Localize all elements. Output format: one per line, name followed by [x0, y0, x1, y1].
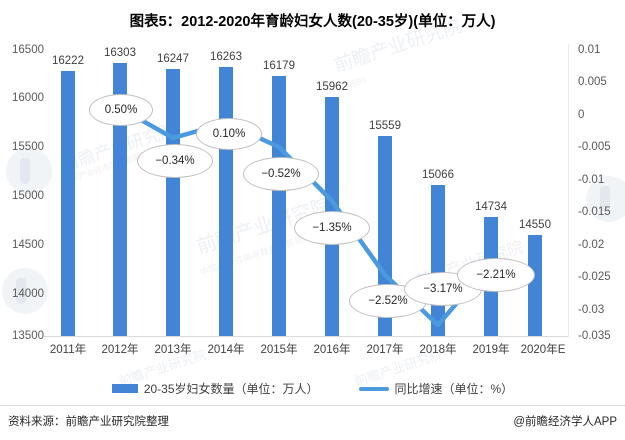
y-axis-left-tick: 14000	[12, 288, 44, 300]
y-axis-right-tick: -0.015	[578, 206, 611, 218]
y-axis-right-tick: 0.01	[578, 44, 601, 56]
y-axis-right-tick: -0.005	[578, 141, 611, 153]
x-axis-tick-2019: 2019年	[472, 344, 510, 356]
line-swatch-icon	[358, 386, 389, 391]
legend-item-bar[interactable]: 20-35岁妇女数量（单位：万人）	[111, 380, 319, 397]
y-axis-right-tick: 0	[578, 109, 585, 121]
source-text: 资料来源：前瞻产业研究院整理	[8, 416, 169, 428]
growth-bubble-2014: 0.10%	[196, 118, 262, 150]
bar-value-2020e: 14550	[519, 219, 551, 231]
growth-bubble-2017: −2.52%	[349, 284, 427, 318]
x-axis-tick-2018: 2018年	[419, 344, 457, 356]
bar-2012[interactable]	[113, 63, 127, 336]
bar-value-2017: 15559	[369, 120, 401, 132]
bar-value-2011: 16222	[52, 55, 84, 67]
y-axis-right-tick: -0.01	[578, 174, 605, 186]
footer-divider	[0, 405, 625, 406]
y-axis-right-tick: -0.03	[578, 304, 605, 316]
legend-label-bar: 20-35岁妇女数量（单位：万人）	[143, 382, 319, 396]
y-axis-right-tick: -0.035	[578, 330, 611, 342]
legend-item-line[interactable]: 同比增速（单位：%）	[358, 380, 514, 397]
bar-value-2019: 14734	[475, 201, 507, 213]
x-axis-tick-2011: 2011年	[49, 344, 87, 356]
x-axis-tick-2016: 2016年	[313, 344, 351, 356]
bar-value-2013: 16247	[157, 53, 189, 65]
y-axis-left-tick: 16500	[12, 44, 44, 56]
growth-bubble-2013: −0.34%	[137, 144, 213, 178]
x-axis-tick-2015: 2015年	[260, 344, 298, 356]
x-axis-tick-2017: 2017年	[366, 344, 404, 356]
y-axis-left-tick: 15500	[12, 141, 44, 153]
bar-value-2018: 15066	[422, 169, 454, 181]
x-axis-tick-2014: 2014年	[207, 344, 245, 356]
right-axis-line	[568, 44, 569, 337]
bar-value-2012: 16303	[104, 47, 136, 59]
bar-2020e[interactable]	[528, 235, 542, 336]
bar-value-2015: 16179	[263, 60, 295, 72]
x-axis-baseline	[44, 336, 568, 337]
y-axis-left-tick: 16000	[12, 92, 44, 104]
growth-bubble-2012: 0.50%	[89, 94, 153, 126]
y-axis-left-tick: 13500	[12, 330, 44, 342]
growth-bubble-2016: −1.35%	[294, 211, 370, 245]
y-axis-right-tick: -0.025	[578, 271, 611, 283]
x-axis-tick-2013: 2013年	[154, 344, 192, 356]
brand-text: @前瞻经济学人APP	[513, 416, 617, 428]
y-axis-right-tick: 0.005	[578, 76, 607, 88]
legend: 20-35岁妇女数量（单位：万人） 同比增速（单位：%）	[0, 380, 625, 397]
bar-value-2016: 15962	[316, 81, 348, 93]
y-axis-left-tick: 14500	[12, 239, 44, 251]
growth-bubble-2015: −0.52%	[243, 157, 319, 191]
y-axis-right-tick: -0.02	[578, 239, 605, 251]
legend-label-line: 同比增速（单位：%）	[394, 382, 514, 396]
page-title: 图表5：2012-2020年育龄妇女人数(20-35岁)(单位：万人)	[129, 14, 496, 30]
bar-value-2014: 16263	[210, 51, 242, 63]
bar-2015[interactable]	[272, 76, 286, 336]
x-axis-tick-2012: 2012年	[101, 344, 139, 356]
growth-bubble-2019: −2.21%	[457, 258, 535, 292]
bar-2011[interactable]	[61, 71, 75, 336]
y-axis-left-tick: 15000	[12, 190, 44, 202]
bar-swatch-icon	[111, 384, 138, 393]
x-axis-tick-2020e: 2020年E	[520, 344, 566, 356]
